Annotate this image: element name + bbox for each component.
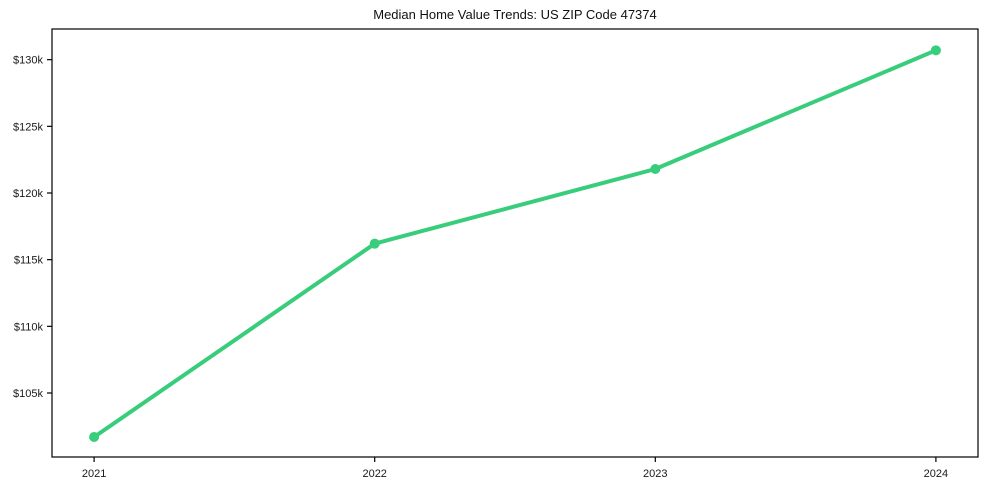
- x-tick-label: 2021: [82, 468, 106, 480]
- x-tick-label: 2024: [924, 468, 948, 480]
- chart-title: Median Home Value Trends: US ZIP Code 47…: [373, 7, 657, 22]
- x-tick-label: 2023: [643, 468, 667, 480]
- trend-line: [92, 48, 938, 439]
- x-tick-label: 2022: [362, 468, 386, 480]
- plot-frame: [51, 28, 979, 458]
- y-tick-label: $115k: [14, 255, 44, 267]
- data-point-marker: [89, 432, 100, 442]
- y-tick-label: $120k: [13, 188, 43, 200]
- y-tick-label: $130k: [13, 55, 43, 67]
- data-point-marker: [369, 238, 380, 249]
- y-tick-label: $125k: [13, 121, 43, 133]
- y-tick-label: $105k: [13, 388, 43, 400]
- data-point-marker: [930, 45, 941, 56]
- data-point-marker: [650, 164, 661, 174]
- y-tick-label: $110k: [14, 321, 44, 333]
